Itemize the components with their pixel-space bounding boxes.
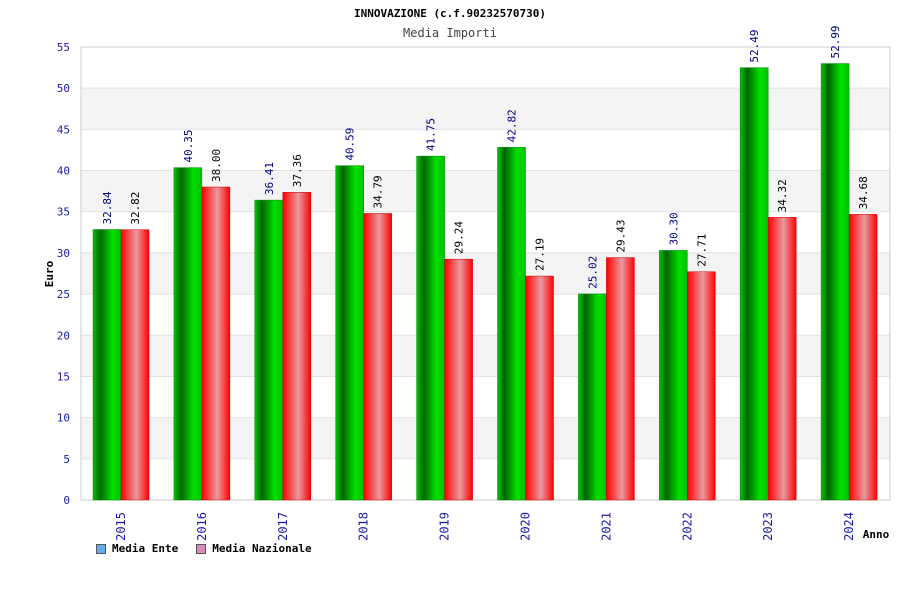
bar-value-label: 40.35: [182, 130, 195, 163]
bar-media-nazionale-2016: [201, 186, 231, 501]
x-tick-label: 2019: [438, 512, 452, 541]
bar-value-label: 37.36: [291, 154, 304, 187]
y-tick-label: 35: [57, 206, 70, 219]
y-tick-label: 5: [63, 453, 70, 466]
plot-border: [80, 46, 891, 501]
legend-label-media-nazionale: Media Nazionale: [212, 542, 312, 555]
legend: Media Ente Media Nazionale: [96, 542, 312, 555]
bar-media-nazionale-2022: [687, 271, 716, 501]
y-tick-label: 0: [63, 494, 70, 507]
bar-media-ente-2020: [497, 147, 526, 501]
legend-swatch-media-nazionale: [196, 543, 207, 554]
bar-value-label: 41.75: [425, 118, 438, 151]
bar-value-label: 40.59: [344, 128, 357, 161]
x-tick-label: 2017: [276, 512, 290, 541]
bar-media-nazionale-2019: [444, 258, 473, 501]
x-tick-label: 2018: [357, 512, 371, 541]
grid-band: [81, 88, 890, 130]
y-tick-label: 40: [57, 165, 70, 178]
bar-media-ente-2016: [173, 167, 203, 501]
bar-value-label: 29.43: [614, 219, 627, 252]
bar-media-ente-2018: [335, 165, 364, 501]
x-tick-label: 2015: [114, 512, 128, 541]
y-tick-label: 15: [57, 370, 70, 383]
bar-media-ente-2015: [92, 229, 122, 501]
bar-media-ente-2021: [578, 293, 607, 501]
bar-media-ente-2019: [416, 155, 445, 501]
bar-media-nazionale-2021: [606, 257, 635, 501]
legend-swatch-media-ente: [96, 543, 106, 554]
y-axis-ticks: 0 5 10 15 20 25 30 35 40 45 50 55: [57, 41, 70, 507]
y-tick-label: 25: [57, 288, 70, 301]
bar-media-ente-2017: [254, 199, 284, 501]
bar-value-label: 52.49: [748, 30, 761, 63]
bar-value-label: 27.19: [534, 238, 547, 271]
bar-media-nazionale-2023: [767, 217, 797, 501]
bar-value-label: 29.24: [453, 221, 466, 254]
chart-title: INNOVAZIONE (c.f.90232570730): [354, 7, 546, 20]
bar-value-label: 42.82: [506, 109, 519, 142]
bar-media-nazionale-2018: [363, 213, 392, 501]
bar-labels: 32.84 32.82 40.35 38.00 36.41 37.36 40.59 34.79…: [101, 25, 870, 288]
y-tick-label: 20: [57, 329, 70, 342]
bar-value-label: 52.99: [829, 25, 842, 58]
bar-value-label: 25.02: [586, 256, 599, 289]
bar-media-nazionale-2024: [848, 214, 878, 501]
legend-label-media-ente: Media Ente: [112, 542, 179, 555]
legend-item-media-nazionale: Media Nazionale: [196, 542, 312, 555]
bar-value-label: 34.32: [776, 179, 789, 212]
x-tick-label: 2016: [195, 512, 209, 541]
bar-value-label: 30.30: [667, 212, 680, 245]
bars: [92, 63, 878, 501]
y-tick-label: 10: [57, 412, 70, 425]
bar-media-nazionale-2015: [120, 229, 150, 501]
bar-value-label: 34.79: [372, 175, 385, 208]
x-tick-label: 2020: [519, 512, 533, 541]
x-tick-label: 2021: [599, 512, 613, 541]
x-tick-label: 2024: [842, 512, 856, 541]
y-tick-label: 45: [57, 123, 70, 136]
chart-subtitle: Media Importi: [403, 26, 497, 40]
y-tick-label: 55: [57, 41, 70, 54]
legend-item-media-ente: Media Ente: [96, 542, 178, 555]
bar-media-nazionale-2020: [525, 275, 554, 501]
bar-value-label: 27.71: [695, 234, 708, 267]
x-axis-label: Anno: [863, 528, 890, 541]
bar-value-label: 32.84: [101, 191, 114, 224]
bar-media-ente-2023: [739, 67, 769, 501]
bar-value-label: 34.68: [857, 176, 870, 209]
y-axis-label: Euro: [43, 260, 56, 287]
bar-value-label: 38.00: [210, 149, 223, 182]
bar-media-ente-2024: [820, 63, 850, 501]
bar-media-ente-2022: [659, 250, 688, 501]
bar-media-nazionale-2017: [282, 192, 312, 501]
y-tick-label: 50: [57, 82, 70, 95]
x-tick-label: 2022: [680, 512, 694, 541]
bar-value-label: 36.41: [263, 162, 276, 195]
y-tick-label: 30: [57, 247, 70, 260]
x-tick-label: 2023: [761, 512, 775, 541]
bar-value-label: 32.82: [129, 192, 142, 225]
x-axis-ticks: 2015 2016 2017 2018 2019 2020 2021 2022 2023 2024: [114, 512, 856, 541]
